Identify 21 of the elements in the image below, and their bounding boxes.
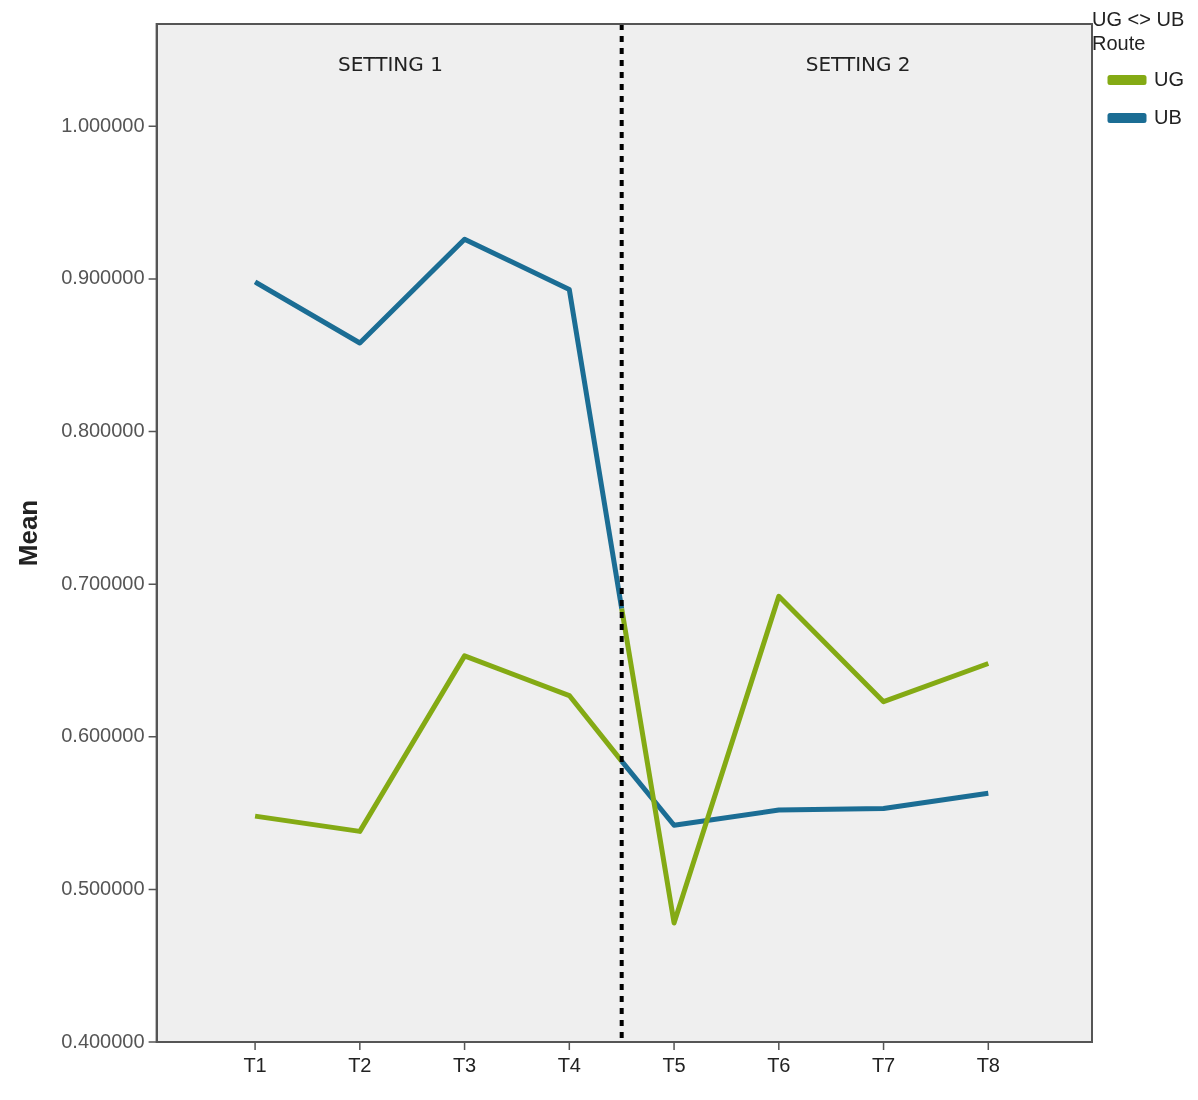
y-tick-label: 0.800000 (61, 419, 145, 442)
x-tick-label: T2 (348, 1053, 372, 1076)
x-tick-label: T7 (871, 1053, 896, 1076)
x-tick-label: T5 (662, 1053, 686, 1076)
annotation: SETTING 2 (805, 52, 911, 77)
legend-title: UG <> UB Route (1092, 7, 1185, 54)
annotation: SETTING 1 (338, 52, 443, 77)
x-tick-label: T4 (557, 1053, 581, 1076)
y-tick-label: 1.000000 (61, 113, 145, 136)
x-tick-label: T1 (243, 1053, 267, 1076)
y-tick-label: 0.700000 (61, 571, 145, 594)
y-tick-label: 0.500000 (61, 876, 145, 899)
y-tick-label: 0.400000 (61, 1029, 145, 1052)
x-tick-label: T6 (767, 1053, 791, 1076)
legend-label: UG (1154, 67, 1184, 90)
x-tick-label: T8 (976, 1053, 1000, 1076)
x-tick-label: T3 (452, 1053, 477, 1076)
legend-label: UB (1154, 105, 1182, 128)
y-axis-title: Mean (12, 499, 43, 567)
y-tick-label: 0.900000 (61, 266, 145, 289)
y-tick-label: 0.600000 (61, 724, 145, 747)
